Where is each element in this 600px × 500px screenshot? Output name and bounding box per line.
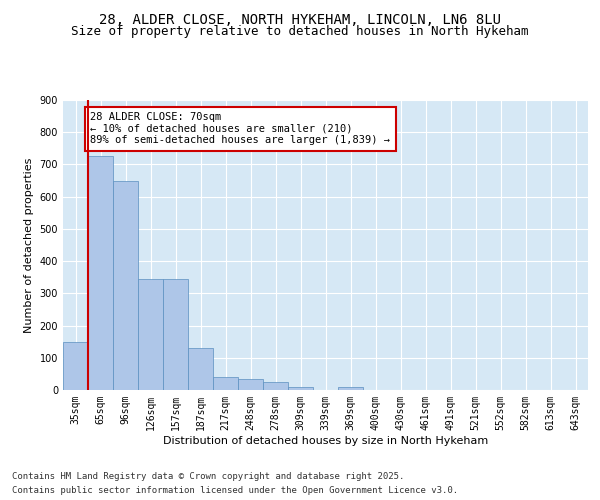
Bar: [63, 342, 88, 390]
Text: 28 ALDER CLOSE: 70sqm
← 10% of detached houses are smaller (210)
89% of semi-det: 28 ALDER CLOSE: 70sqm ← 10% of detached …: [91, 112, 391, 146]
Text: Contains public sector information licensed under the Open Government Licence v3: Contains public sector information licen…: [12, 486, 458, 495]
Bar: [188, 348, 213, 390]
Text: Size of property relative to detached houses in North Hykeham: Size of property relative to detached ho…: [71, 25, 529, 38]
Bar: [213, 377, 238, 390]
Bar: [88, 156, 113, 390]
X-axis label: Distribution of detached houses by size in North Hykeham: Distribution of detached houses by size …: [163, 436, 488, 446]
Bar: [163, 279, 188, 390]
Y-axis label: Number of detached properties: Number of detached properties: [24, 158, 34, 332]
Bar: [263, 382, 288, 390]
Bar: [238, 378, 263, 390]
Bar: [138, 279, 163, 390]
Text: Contains HM Land Registry data © Crown copyright and database right 2025.: Contains HM Land Registry data © Crown c…: [12, 472, 404, 481]
Text: 28, ALDER CLOSE, NORTH HYKEHAM, LINCOLN, LN6 8LU: 28, ALDER CLOSE, NORTH HYKEHAM, LINCOLN,…: [99, 12, 501, 26]
Bar: [288, 387, 313, 390]
Bar: [113, 180, 138, 390]
Bar: [338, 388, 363, 390]
